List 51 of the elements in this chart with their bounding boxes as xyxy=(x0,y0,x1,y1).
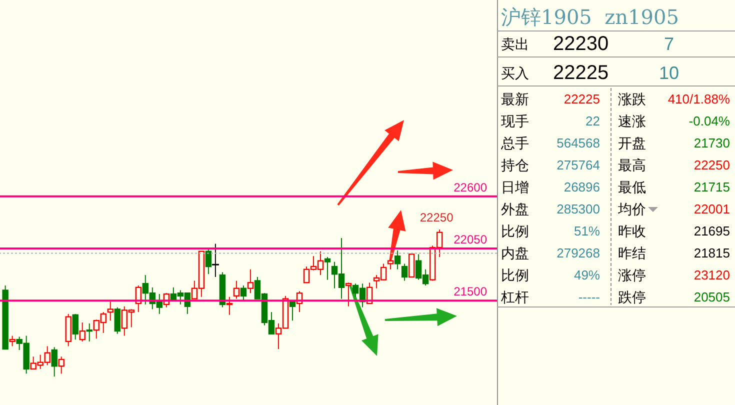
text: 22225 xyxy=(553,62,609,84)
category-label: 外盘 xyxy=(501,201,529,217)
category-label: 速涨 xyxy=(618,113,646,129)
text: ----- xyxy=(578,290,600,304)
text: 21695 xyxy=(694,224,730,238)
text: 275764 xyxy=(556,158,600,172)
category-label: 买入 xyxy=(501,65,529,81)
category-label: 涨停 xyxy=(618,267,646,283)
text: 21715 xyxy=(694,180,730,194)
category-label: 内盘 xyxy=(501,245,529,261)
category-label: 均价 xyxy=(617,201,646,217)
category-label: 最新 xyxy=(501,91,529,107)
text: 22225 xyxy=(564,92,600,106)
category-label: 总手 xyxy=(500,135,529,151)
category-label: 卖出 xyxy=(501,36,529,52)
category-label: 涨跌 xyxy=(618,91,646,107)
text: 21730 xyxy=(694,136,730,150)
category-label: 最高 xyxy=(618,157,646,173)
category-label: 昨收 xyxy=(618,223,646,239)
text: 22001 xyxy=(694,202,730,216)
category-label: 杠杆 xyxy=(500,289,529,305)
category-label: 跌停 xyxy=(618,289,646,305)
text: 20505 xyxy=(694,290,730,304)
text: 沪锌1905 zn1905 xyxy=(501,5,679,29)
text: 22230 xyxy=(553,33,609,55)
category-label: 比例 xyxy=(501,223,529,239)
text: 410/1.88% xyxy=(668,92,730,106)
category-label: 现手 xyxy=(501,113,529,129)
annotation: 22250 xyxy=(420,210,454,225)
y-tick-label: 21500 xyxy=(454,284,488,299)
category-label: 日增 xyxy=(501,179,529,195)
y-tick-label: 22050 xyxy=(454,232,488,246)
text: 49% xyxy=(574,268,600,282)
text: 22 xyxy=(586,114,600,128)
text: 279268 xyxy=(556,246,600,260)
text: 7 xyxy=(664,34,674,54)
text: 21815 xyxy=(694,246,730,260)
category-label: 最低 xyxy=(618,179,646,195)
y-tick-label: 22600 xyxy=(454,180,488,194)
text: 285300 xyxy=(556,202,600,216)
text: 51% xyxy=(574,224,600,238)
text: 26896 xyxy=(564,180,600,194)
category-label: 比例 xyxy=(501,267,529,283)
category-label: 昨结 xyxy=(618,245,646,261)
text: 23120 xyxy=(694,268,730,282)
text: 10 xyxy=(658,63,680,83)
text: 564568 xyxy=(556,136,600,150)
category-label: 开盘 xyxy=(618,135,646,151)
category-label: 持仓 xyxy=(501,157,529,173)
text: -0.04% xyxy=(688,114,730,128)
text: 22250 xyxy=(694,158,730,172)
